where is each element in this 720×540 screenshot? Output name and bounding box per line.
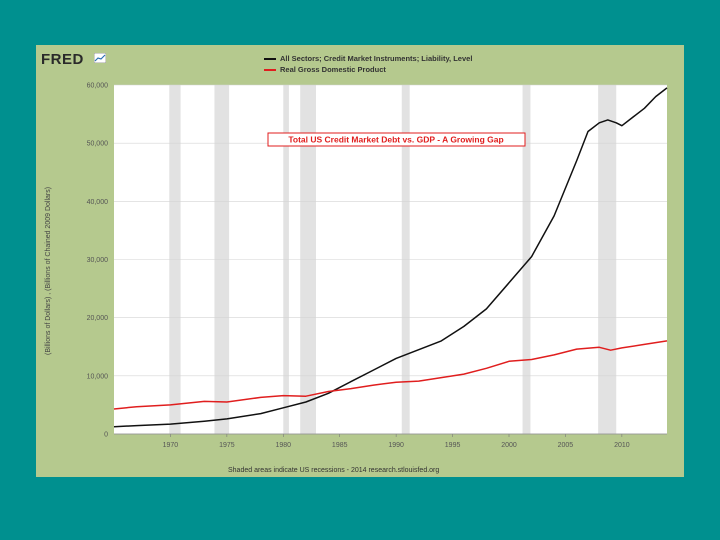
y-tick-label: 20,000 [87, 315, 109, 322]
x-tick-labels: 1970 1975 1980 1985 1990 1995 2000 2005 2010 [114, 433, 667, 449]
chart-title: Total US Credit Market Debt vs. GDP - A … [267, 132, 526, 147]
fred-logo: FRED [41, 51, 84, 68]
chart-svg: 0 10,000 20,000 30,000 40,000 50,000 60,000 19… [87, 83, 668, 449]
x-tick-label: 1975 [219, 442, 235, 449]
y-tick-labels: 0 10,000 20,000 30,000 40,000 50,000 60,000 [87, 83, 109, 439]
y-tick-label: 30,000 [87, 257, 109, 264]
fred-logo-graph-icon [94, 53, 106, 63]
y-tick-label: 40,000 [87, 199, 109, 206]
x-tick-label: 1985 [332, 442, 348, 449]
legend-label-debt: All Sectors; Credit Market Instruments; … [280, 54, 473, 63]
x-tick-label: 1995 [445, 442, 461, 449]
chart-panel: FRED All Sectors; Credit Market Instrume… [36, 45, 684, 477]
x-tick-label: 2005 [558, 442, 574, 449]
legend-swatch-gdp [264, 69, 276, 72]
y-tick-label: 0 [104, 432, 108, 439]
series-lines [113, 87, 668, 428]
y-tick-label: 60,000 [87, 83, 109, 90]
series-line-debt [113, 87, 668, 428]
x-tick-label: 1990 [388, 442, 404, 449]
legend-entry-debt: All Sectors; Credit Market Instruments; … [264, 54, 472, 63]
x-tick-label: 2000 [501, 442, 517, 449]
legend-swatch-debt [264, 58, 276, 61]
series-line-gdp [113, 340, 668, 410]
chart-title-box [267, 132, 526, 147]
x-tick-label: 2010 [614, 442, 630, 449]
x-tick-label: 1970 [163, 442, 179, 449]
chart-title-text: Total US Credit Market Debt vs. GDP - A … [288, 135, 503, 145]
footer-note: Shaded areas indicate US recessions - 20… [228, 467, 440, 474]
legend-label-gdp: Real Gross Domestic Product [280, 65, 386, 74]
x-tick-label: 1980 [275, 442, 291, 449]
y-tick-label: 10,000 [87, 373, 109, 380]
legend-entry-gdp: Real Gross Domestic Product [264, 65, 386, 74]
y-tick-label: 50,000 [87, 141, 109, 148]
